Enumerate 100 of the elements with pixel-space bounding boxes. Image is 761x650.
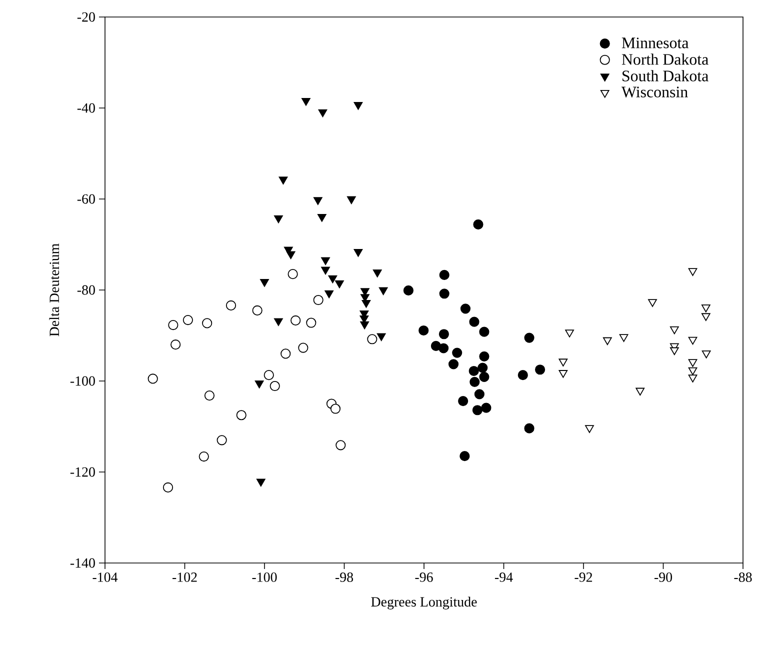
point xyxy=(236,410,246,420)
x-tick-label: -100 xyxy=(252,572,277,582)
point xyxy=(701,313,710,321)
point xyxy=(458,396,468,406)
point xyxy=(317,214,326,222)
point xyxy=(252,305,262,316)
point xyxy=(688,374,698,382)
point xyxy=(636,388,645,396)
point xyxy=(286,251,296,260)
point xyxy=(260,279,269,287)
point xyxy=(438,329,449,340)
point xyxy=(670,326,679,334)
point xyxy=(278,176,288,184)
point xyxy=(280,348,291,359)
point xyxy=(318,109,328,118)
point xyxy=(688,336,698,345)
point xyxy=(330,404,341,414)
y-tick-label: -120 xyxy=(70,467,95,477)
legend-label: Wisconsin xyxy=(621,86,688,98)
point xyxy=(648,299,657,307)
point xyxy=(524,423,534,434)
point xyxy=(439,288,450,299)
point xyxy=(314,197,322,205)
point xyxy=(204,390,215,401)
legend-label: South Dakota xyxy=(622,70,708,82)
point xyxy=(376,333,386,341)
point xyxy=(478,362,488,373)
point xyxy=(460,304,471,314)
point xyxy=(474,389,484,400)
point xyxy=(479,326,490,337)
point xyxy=(460,451,470,462)
point xyxy=(346,196,356,204)
y-tick-label: -140 xyxy=(70,558,95,568)
point xyxy=(524,332,534,343)
point xyxy=(701,304,710,312)
point xyxy=(148,374,158,384)
y-tick-label: -20 xyxy=(77,12,95,22)
legend-label: Minnesota xyxy=(622,38,689,48)
point xyxy=(360,321,370,330)
point xyxy=(170,340,181,350)
x-tick-label: -94 xyxy=(494,572,513,582)
point xyxy=(585,425,594,433)
point xyxy=(688,268,698,276)
point xyxy=(439,270,450,280)
point xyxy=(688,359,698,367)
point xyxy=(670,347,679,356)
x-tick-label: -96 xyxy=(415,572,433,582)
point xyxy=(288,269,298,280)
point xyxy=(534,364,546,375)
x-axis-title: Degrees Longitude xyxy=(371,596,477,610)
point xyxy=(619,334,628,342)
point xyxy=(479,372,490,382)
point xyxy=(324,290,334,298)
point xyxy=(328,275,338,284)
point xyxy=(302,98,310,106)
point xyxy=(469,316,480,327)
point xyxy=(558,358,568,366)
y-axis-title: Delta Deuterium xyxy=(49,244,60,336)
point xyxy=(481,402,492,413)
point xyxy=(290,315,301,326)
point xyxy=(264,370,274,380)
y-tick-label: -80 xyxy=(77,285,95,295)
y-tick-label: -60 xyxy=(77,194,95,204)
point xyxy=(438,343,449,354)
y-tick-label: -100 xyxy=(70,376,95,386)
point xyxy=(226,300,236,311)
point xyxy=(274,318,283,326)
point xyxy=(448,359,459,370)
point xyxy=(403,285,414,296)
point xyxy=(274,215,283,224)
point xyxy=(270,380,280,392)
x-tick-label: -102 xyxy=(172,572,197,582)
point xyxy=(321,257,330,266)
point xyxy=(602,337,612,346)
point xyxy=(306,318,316,328)
point xyxy=(452,348,462,358)
point xyxy=(313,294,324,306)
point xyxy=(354,249,363,257)
point xyxy=(518,370,528,380)
point xyxy=(565,330,574,338)
point xyxy=(418,325,429,336)
point xyxy=(298,342,308,353)
point xyxy=(321,266,330,275)
point xyxy=(198,451,209,462)
point xyxy=(336,440,346,450)
point xyxy=(378,287,388,296)
point xyxy=(470,376,480,387)
point xyxy=(479,351,490,362)
point xyxy=(182,314,193,326)
point xyxy=(367,334,378,344)
x-tick-label: -104 xyxy=(92,572,118,582)
point xyxy=(335,280,344,288)
point xyxy=(702,350,711,358)
point xyxy=(372,270,382,278)
legend-label: North Dakota xyxy=(622,54,708,65)
point xyxy=(168,320,178,330)
x-tick-label: -90 xyxy=(654,572,672,582)
x-tick-label: -88 xyxy=(734,572,752,582)
x-tick-label: -98 xyxy=(335,572,354,582)
y-tick-label: -40 xyxy=(77,103,95,113)
